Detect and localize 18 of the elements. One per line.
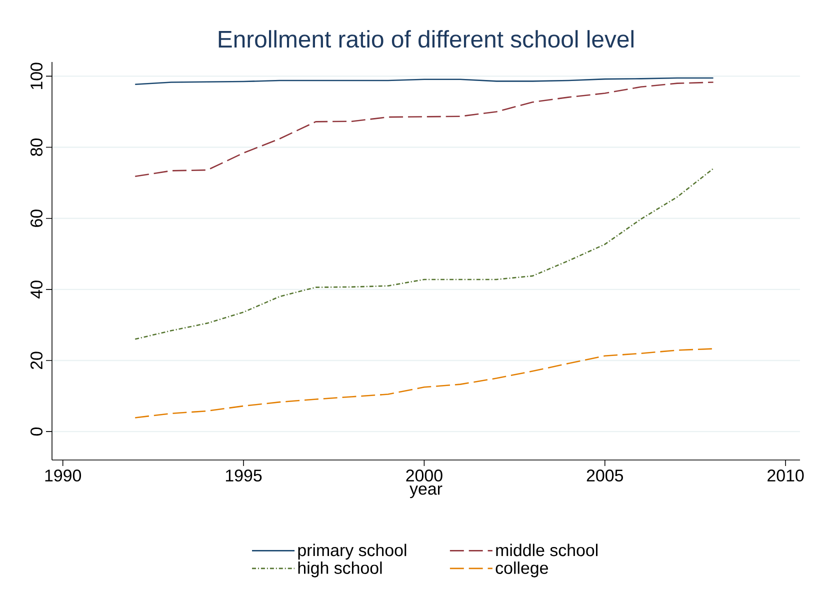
y-tick-label: 100 bbox=[30, 62, 43, 90]
legend-label: high school bbox=[298, 562, 382, 578]
y-tick-label: 20 bbox=[30, 352, 43, 370]
x-tick-label: 1995 bbox=[226, 470, 262, 482]
y-tick-label: 40 bbox=[30, 280, 43, 298]
y-tick-label: 0 bbox=[30, 428, 43, 436]
x-axis-title: year bbox=[410, 486, 442, 498]
x-tick-label: 2010 bbox=[768, 470, 804, 482]
x-tick-label: 1990 bbox=[45, 470, 82, 482]
legend-label: middle school bbox=[496, 544, 598, 556]
y-tick-label: 60 bbox=[30, 210, 43, 227]
chart-title: Enrollment ratio of different school level bbox=[218, 30, 634, 48]
x-tick-label: 2000 bbox=[406, 470, 442, 482]
y-tick-label: 80 bbox=[30, 138, 43, 156]
legend-label: primary school bbox=[298, 544, 406, 560]
x-tick-label: 2005 bbox=[586, 470, 623, 482]
line-series bbox=[134, 348, 714, 418]
legend-label: college bbox=[496, 562, 548, 578]
